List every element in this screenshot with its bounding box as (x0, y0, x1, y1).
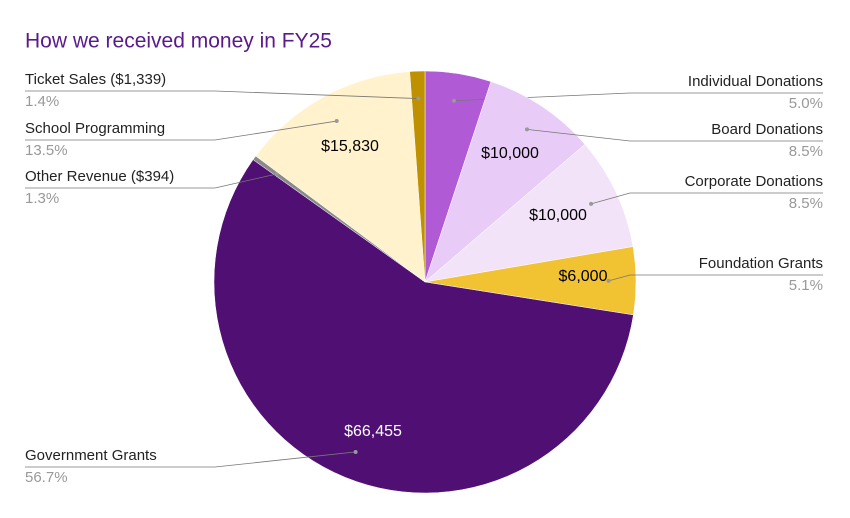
percent-label: 8.5% (789, 143, 823, 160)
leader-line (25, 173, 277, 189)
legend-label: School Programming (25, 120, 165, 137)
pie-slice (213, 159, 634, 494)
value-label: $6,000 (559, 268, 608, 285)
percent-label: 56.7% (25, 469, 68, 486)
leader-dot (274, 171, 279, 176)
percent-label: 5.1% (789, 277, 823, 294)
leader-line (25, 120, 337, 141)
percent-label: 5.0% (789, 95, 823, 112)
leader-dot (353, 449, 358, 454)
leader-line (25, 451, 356, 468)
leader-dot (416, 96, 421, 101)
legend-label: Individual Donations (688, 73, 823, 90)
leader-dot (334, 119, 339, 124)
leader-line (608, 274, 823, 282)
legend-label: Other Revenue ($394) (25, 168, 174, 185)
leader-dot (452, 98, 457, 103)
legend-label: Corporate Donations (685, 173, 823, 190)
legend-label: Foundation Grants (699, 255, 823, 272)
leader-line (526, 128, 823, 142)
value-label: $15,830 (321, 138, 379, 155)
legend-label: Board Donations (711, 121, 823, 138)
value-label: $10,000 (529, 207, 587, 224)
leader-dot (524, 127, 529, 132)
pie-slice (424, 143, 634, 283)
pie-slice (255, 71, 426, 283)
value-label: $66,455 (344, 423, 402, 440)
percent-label: 13.5% (25, 142, 68, 159)
legend-label: Ticket Sales ($1,339) (25, 71, 166, 88)
leader-line (590, 192, 823, 205)
leader-dot (589, 201, 594, 206)
percent-label: 1.3% (25, 190, 59, 207)
pie-slice (409, 70, 426, 283)
chart-title: How we received money in FY25 (25, 30, 332, 53)
leader-line (25, 90, 419, 99)
value-label: $10,000 (481, 145, 539, 162)
legend-label: Government Grants (25, 447, 157, 464)
percent-label: 1.4% (25, 93, 59, 110)
percent-label: 8.5% (789, 195, 823, 212)
leader-dot (606, 278, 611, 283)
